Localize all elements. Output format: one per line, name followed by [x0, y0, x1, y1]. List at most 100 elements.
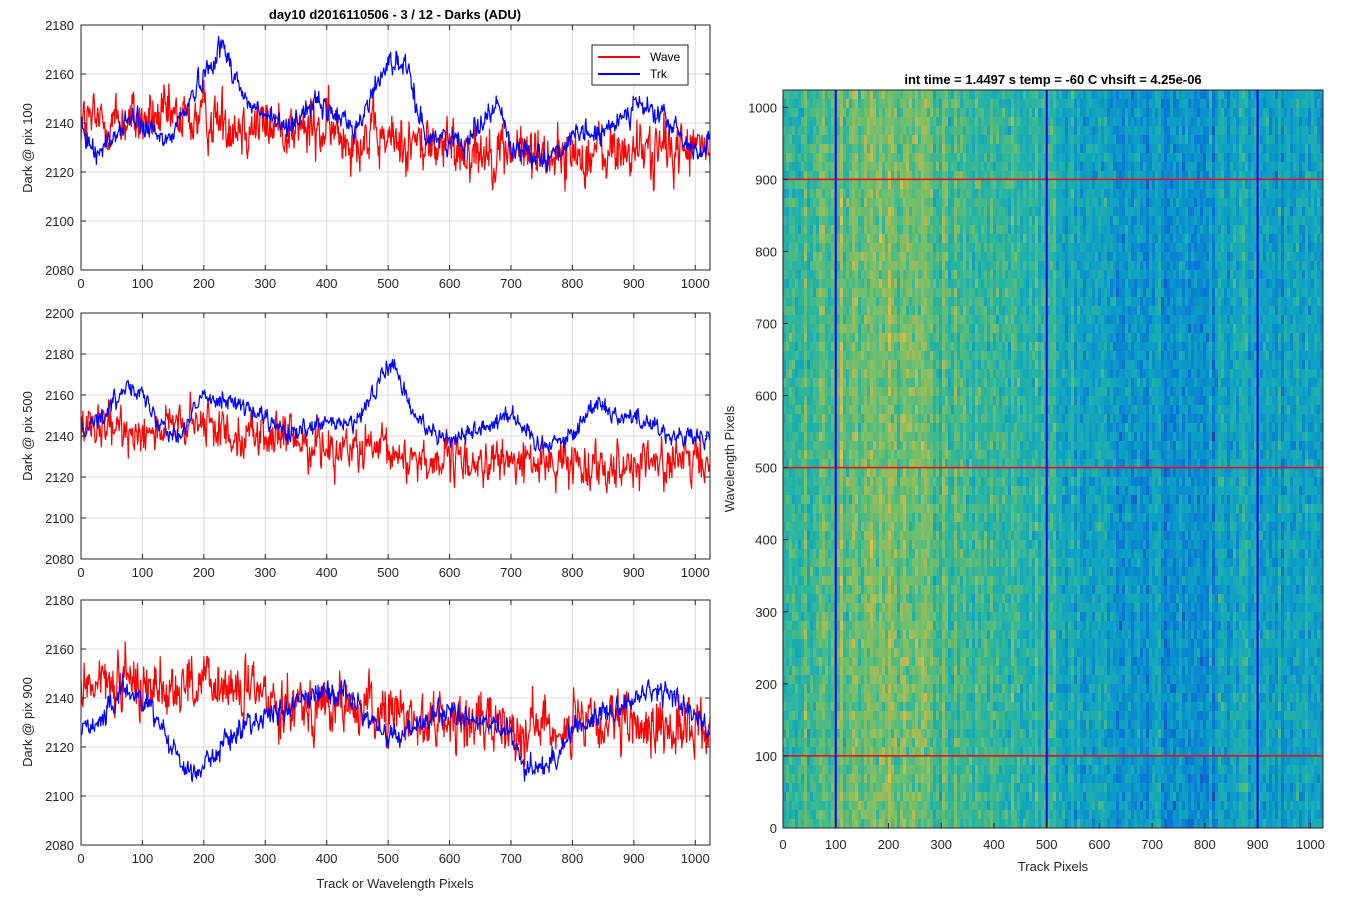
heatmap-cell [930, 756, 934, 766]
heatmap-cell [918, 351, 922, 361]
heatmap-cell [900, 162, 904, 172]
heatmap-cell [900, 720, 904, 730]
heatmap-cell [789, 405, 793, 415]
heatmap-cell [804, 819, 808, 829]
heatmap-cell [879, 396, 883, 406]
heatmap-cell [837, 117, 841, 127]
heatmap-cell [837, 261, 841, 271]
heatmap-cell [915, 666, 919, 676]
heatmap-cell [894, 252, 898, 262]
heatmap-cell [798, 783, 802, 793]
heatmap-cell [852, 711, 856, 721]
heatmap-cell [951, 117, 955, 127]
heatmap-cell [783, 387, 787, 397]
heatmap-cell [819, 135, 823, 145]
heatmap-cell [915, 378, 919, 388]
heatmap-cell [924, 243, 928, 253]
heatmap-cell [906, 477, 910, 487]
heatmap-cell [915, 513, 919, 523]
heatmap-cell [879, 351, 883, 361]
heatmap-cell [801, 405, 805, 415]
heatmap-cell [894, 243, 898, 253]
heatmap-cell [924, 405, 928, 415]
heatmap-cell [897, 144, 901, 154]
heatmap-cell [867, 234, 871, 244]
heatmap-cell [804, 135, 808, 145]
heatmap-cell [954, 405, 958, 415]
heatmap-cell [798, 513, 802, 523]
heatmap-cell [867, 747, 871, 757]
heatmap-cell [924, 621, 928, 631]
heatmap-cell [843, 126, 847, 136]
heatmap-cell [909, 360, 913, 370]
heatmap-cell [897, 369, 901, 379]
heatmap-cell [843, 738, 847, 748]
heatmap-cell [858, 639, 862, 649]
x-tick-label: 200 [193, 851, 215, 866]
heatmap-cell [885, 729, 889, 739]
heatmap-cell [840, 765, 844, 775]
heatmap-cell [840, 567, 844, 577]
y-tick-label: 2100 [45, 214, 74, 229]
heatmap-cell [873, 648, 877, 658]
heatmap-cell [783, 198, 787, 208]
heatmap-cell [924, 558, 928, 568]
heatmap-cell [879, 603, 883, 613]
heatmap-cell [870, 747, 874, 757]
heatmap-cell [837, 486, 841, 496]
heatmap-cell [882, 90, 886, 100]
heatmap-cell [843, 270, 847, 280]
heatmap-cell [882, 252, 886, 262]
heatmap-cell [792, 693, 796, 703]
heatmap-cell [807, 378, 811, 388]
heatmap-cell [858, 594, 862, 604]
heatmap-cell [813, 702, 817, 712]
heatmap-cell [888, 495, 892, 505]
heatmap-cell [879, 333, 883, 343]
heatmap-cell [801, 567, 805, 577]
heatmap-cell [876, 783, 880, 793]
heatmap-cell [849, 801, 853, 811]
heatmap-cell [819, 468, 823, 478]
heatmap-cell [879, 801, 883, 811]
heatmap-cell [861, 495, 865, 505]
heatmap-cell [876, 477, 880, 487]
heatmap-cell [903, 414, 907, 424]
heatmap-cell [945, 459, 949, 469]
heatmap-cell [792, 378, 796, 388]
heatmap-cell [903, 108, 907, 118]
heatmap-cell [873, 468, 877, 478]
heatmap-cell [909, 270, 913, 280]
heatmap-cell [864, 576, 868, 586]
heatmap-cell [804, 306, 808, 316]
heatmap-cell [816, 549, 820, 559]
heatmap-cell [837, 324, 841, 334]
heatmap-cell [846, 612, 850, 622]
heatmap-cell [867, 720, 871, 730]
heatmap-cell [951, 153, 955, 163]
heatmap-cell [873, 765, 877, 775]
heatmap-cell [942, 351, 946, 361]
heatmap-cell [942, 387, 946, 397]
heatmap-cell [930, 441, 934, 451]
legend-label-trk: Trk [650, 67, 668, 81]
heatmap-cell [903, 342, 907, 352]
heatmap-cell [813, 666, 817, 676]
heatmap-cell [831, 549, 835, 559]
heatmap-cell [915, 441, 919, 451]
heatmap-cell [951, 675, 955, 685]
heatmap-cell [882, 738, 886, 748]
heatmap-cell [837, 630, 841, 640]
heatmap-cell [939, 567, 943, 577]
heatmap-cell [798, 144, 802, 154]
heatmap-cell [918, 585, 922, 595]
heatmap-cell [822, 711, 826, 721]
heatmap-cell [822, 531, 826, 541]
heatmap-cell [855, 387, 859, 397]
heatmap-cell [945, 162, 949, 172]
heatmap-cell [948, 639, 952, 649]
heatmap-cell [939, 207, 943, 217]
heatmap-cell [951, 441, 955, 451]
heatmap-cell [891, 279, 895, 289]
heatmap-cell [927, 405, 931, 415]
